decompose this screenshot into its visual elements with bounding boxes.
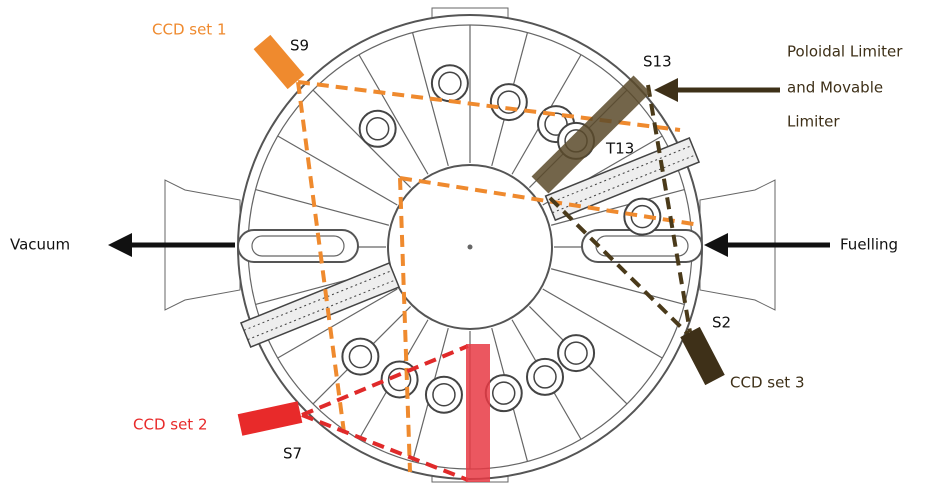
port xyxy=(348,344,373,369)
port xyxy=(484,374,523,413)
label: Fuelling xyxy=(840,236,898,254)
label: S7 xyxy=(283,445,302,463)
port xyxy=(489,83,528,122)
arrows xyxy=(108,78,830,257)
label: Limiter xyxy=(787,113,840,131)
ccd-set-3-bar xyxy=(680,326,725,386)
port xyxy=(438,71,462,95)
spoke xyxy=(255,188,390,226)
red-bar xyxy=(466,344,490,482)
spoke xyxy=(542,288,663,359)
ccd-set-2-bar xyxy=(237,401,303,436)
port xyxy=(424,375,463,414)
label: S9 xyxy=(290,37,309,55)
label: Vacuum xyxy=(10,236,70,254)
port xyxy=(497,90,521,114)
label: CCD set 3 xyxy=(730,374,805,392)
port xyxy=(623,197,662,236)
port xyxy=(526,357,564,396)
port xyxy=(491,381,516,405)
label: Poloidal Limiter xyxy=(787,43,903,61)
port xyxy=(365,117,390,141)
port xyxy=(533,365,557,389)
spoke xyxy=(277,135,398,206)
ccd-set-1-bar xyxy=(253,34,305,90)
port xyxy=(380,360,419,399)
port xyxy=(564,341,588,365)
label: S13 xyxy=(643,53,672,71)
port xyxy=(341,337,380,376)
port xyxy=(430,64,469,103)
port xyxy=(557,334,596,373)
label: and Movable xyxy=(787,79,883,97)
label: CCD set 1 xyxy=(152,21,227,39)
label: T13 xyxy=(605,140,634,158)
port xyxy=(387,367,412,392)
spoke xyxy=(550,268,685,306)
port xyxy=(544,112,568,136)
spoke xyxy=(277,288,398,359)
label: S2 xyxy=(712,314,731,332)
sight-lines xyxy=(296,80,701,482)
label: CCD set 2 xyxy=(133,416,208,434)
port xyxy=(432,382,456,407)
port xyxy=(358,109,397,148)
spoke xyxy=(358,54,429,175)
spoke xyxy=(550,188,685,226)
limiter-bar xyxy=(531,75,651,194)
